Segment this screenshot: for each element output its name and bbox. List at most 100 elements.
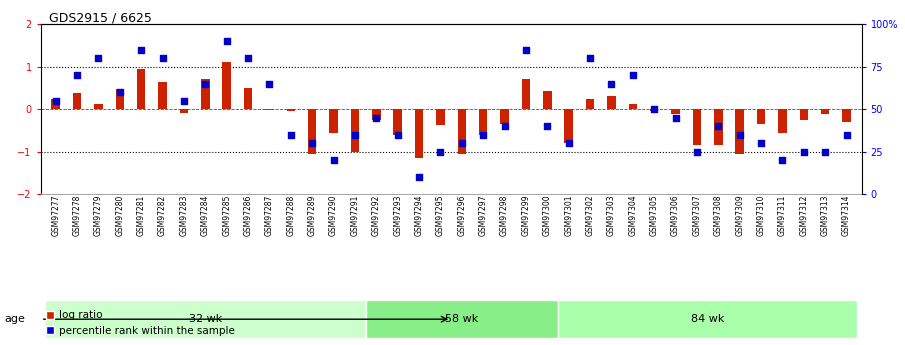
Bar: [243, 88, 252, 109]
Bar: [672, 109, 680, 114]
Point: [70, 72, 84, 78]
Bar: [366, 300, 558, 338]
Bar: [757, 109, 766, 124]
Text: GSM97291: GSM97291: [350, 194, 359, 236]
Point: [732, 132, 747, 138]
Text: 84 wk: 84 wk: [691, 314, 724, 324]
Bar: [778, 109, 786, 133]
Point: [198, 81, 213, 87]
Point: [561, 140, 576, 146]
Text: GSM97307: GSM97307: [692, 194, 701, 236]
Text: GSM97303: GSM97303: [607, 194, 616, 236]
Text: GSM97284: GSM97284: [201, 194, 210, 236]
Text: GSM97306: GSM97306: [672, 194, 680, 236]
Point: [476, 132, 491, 138]
Text: GSM97286: GSM97286: [243, 194, 252, 236]
Bar: [650, 109, 659, 111]
Text: GSM97289: GSM97289: [308, 194, 317, 236]
Point: [91, 56, 106, 61]
Bar: [436, 109, 444, 126]
Text: GSM97313: GSM97313: [821, 194, 830, 236]
Point: [348, 132, 362, 138]
Bar: [201, 79, 210, 109]
Point: [262, 81, 277, 87]
Text: GSM97302: GSM97302: [586, 194, 595, 236]
Bar: [265, 109, 273, 110]
Bar: [843, 109, 851, 122]
Text: GSM97308: GSM97308: [714, 194, 723, 236]
Text: GSM97292: GSM97292: [372, 194, 381, 236]
Legend: log ratio, percentile rank within the sample: log ratio, percentile rank within the sa…: [42, 306, 239, 340]
Bar: [586, 99, 595, 109]
Text: GSM97301: GSM97301: [564, 194, 573, 236]
Bar: [137, 69, 146, 109]
Text: GSM97299: GSM97299: [521, 194, 530, 236]
Point: [498, 124, 512, 129]
Text: 32 wk: 32 wk: [189, 314, 222, 324]
Point: [647, 107, 662, 112]
Text: 58 wk: 58 wk: [445, 314, 479, 324]
Bar: [72, 93, 81, 109]
Bar: [350, 109, 359, 152]
Point: [156, 56, 170, 61]
Text: GSM97311: GSM97311: [778, 194, 787, 236]
Text: GSM97314: GSM97314: [842, 194, 851, 236]
Text: GSM97298: GSM97298: [500, 194, 510, 236]
Point: [839, 132, 853, 138]
Text: GSM97290: GSM97290: [329, 194, 338, 236]
Text: GSM97280: GSM97280: [115, 194, 124, 236]
Text: GDS2915 / 6625: GDS2915 / 6625: [49, 11, 152, 24]
Bar: [394, 109, 402, 135]
Text: GSM97300: GSM97300: [543, 194, 552, 236]
Text: GSM97305: GSM97305: [650, 194, 659, 236]
Point: [669, 115, 683, 120]
Text: GSM97278: GSM97278: [72, 194, 81, 236]
Bar: [458, 109, 466, 154]
Point: [625, 72, 640, 78]
Text: GSM97312: GSM97312: [799, 194, 808, 236]
Text: GSM97304: GSM97304: [628, 194, 637, 236]
Text: GSM97281: GSM97281: [137, 194, 146, 236]
Text: GSM97310: GSM97310: [757, 194, 766, 236]
Bar: [521, 79, 530, 109]
Bar: [52, 99, 60, 109]
Bar: [800, 109, 808, 120]
Bar: [565, 109, 573, 143]
Point: [818, 149, 833, 155]
Point: [776, 158, 790, 163]
Text: GSM97288: GSM97288: [286, 194, 295, 236]
Bar: [158, 82, 167, 109]
Point: [711, 124, 726, 129]
Point: [605, 81, 619, 87]
Point: [454, 140, 469, 146]
Point: [390, 132, 405, 138]
Text: GSM97295: GSM97295: [436, 194, 445, 236]
Point: [305, 140, 319, 146]
Text: GSM97287: GSM97287: [265, 194, 274, 236]
Bar: [94, 104, 102, 109]
Text: GSM97296: GSM97296: [457, 194, 466, 236]
Point: [754, 140, 768, 146]
Text: GSM97282: GSM97282: [158, 194, 167, 236]
Bar: [287, 109, 295, 111]
Point: [433, 149, 448, 155]
Bar: [329, 109, 338, 133]
Bar: [308, 109, 317, 154]
Bar: [629, 104, 637, 109]
Point: [241, 56, 255, 61]
Point: [49, 98, 63, 104]
Text: GSM97297: GSM97297: [479, 194, 488, 236]
Bar: [607, 97, 615, 109]
Text: GSM97294: GSM97294: [414, 194, 424, 236]
Bar: [692, 109, 701, 146]
Text: age: age: [5, 314, 25, 324]
Bar: [479, 109, 488, 135]
Text: GSM97285: GSM97285: [223, 194, 231, 236]
Point: [519, 47, 533, 52]
Bar: [45, 300, 366, 338]
Bar: [500, 109, 509, 124]
Text: GSM97309: GSM97309: [735, 194, 744, 236]
Text: GSM97293: GSM97293: [393, 194, 402, 236]
Point: [690, 149, 704, 155]
Bar: [116, 89, 124, 109]
